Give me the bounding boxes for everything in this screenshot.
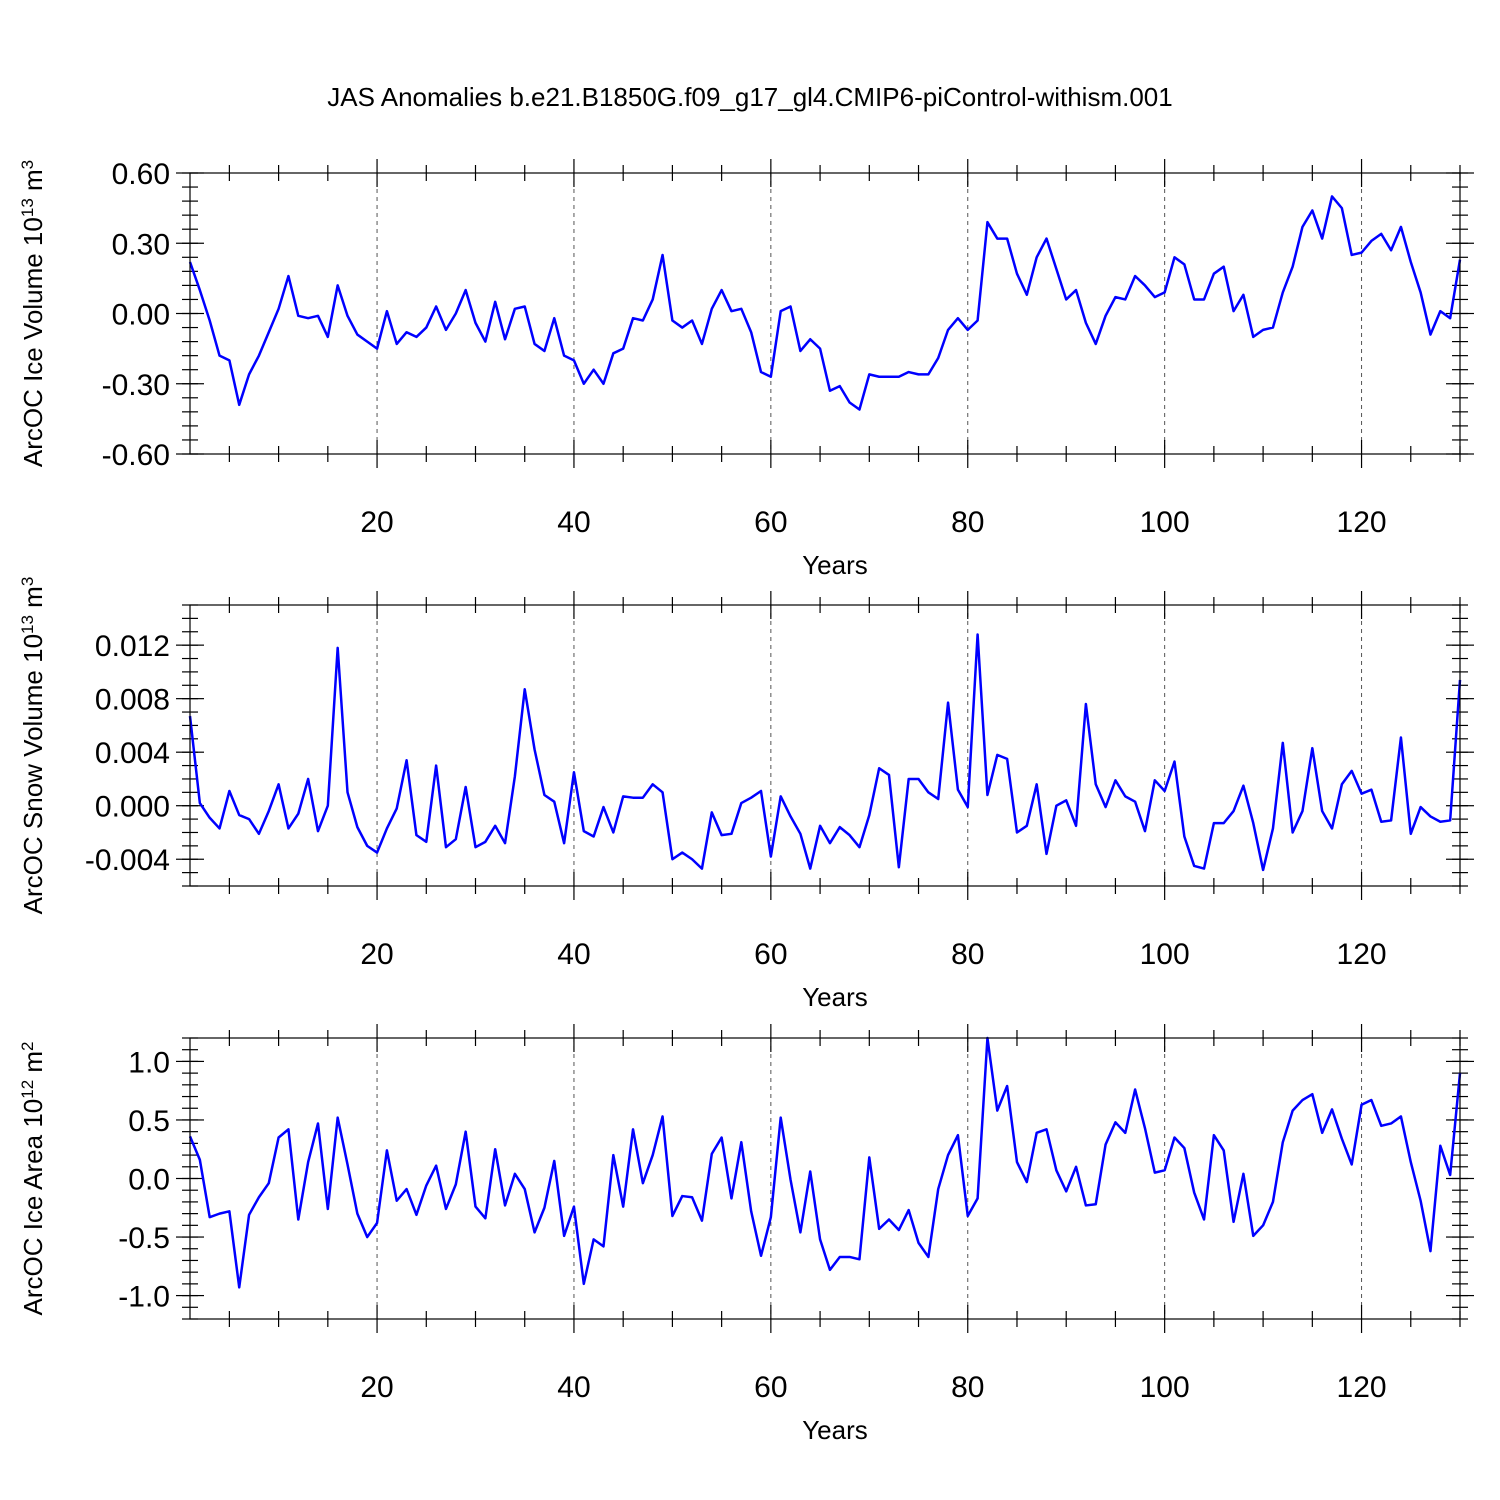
panel-1: -0.60 -0.30 0.00 0.30 0.60 20 40 60 80 100 120 Year… <box>18 158 1474 580</box>
y-tick-label: 0.0 <box>128 1164 170 1197</box>
y-tick-label: 0.008 <box>95 684 170 717</box>
y-axis-label-part: ArcOC Snow Volume 10 <box>18 634 48 914</box>
y-axis-label-part: ArcOC Ice Volume 10 <box>18 217 48 467</box>
y-tick-label: 0.00 <box>112 299 170 332</box>
y-tick-label: 0.012 <box>95 630 170 663</box>
y-tick-label: -0.60 <box>102 439 170 472</box>
x-axis-label: Years <box>802 1415 868 1445</box>
x-tick-label: 80 <box>951 938 984 971</box>
x-tick-label: 60 <box>754 938 787 971</box>
plot-frame <box>189 604 1461 887</box>
x-tick-label: 20 <box>360 506 393 539</box>
y-tick-label: 0.5 <box>128 1105 170 1138</box>
y-tick-label: -0.30 <box>102 369 170 402</box>
y-axis-label: ArcOC Ice Volume 1013 m3 <box>18 160 49 467</box>
series-line-1 <box>188 195 1462 411</box>
y-axis-label-superscript: 3 <box>18 160 37 169</box>
y-tick-label: 1.0 <box>128 1046 170 1079</box>
x-tick-label: 20 <box>360 938 393 971</box>
y-axis-label-superscript: 13 <box>18 615 37 634</box>
y-axis-label-superscript: 2 <box>18 1041 37 1050</box>
x-tick-label: 100 <box>1140 938 1190 971</box>
y-tick-label: 0.004 <box>95 737 170 770</box>
y-tick-label: -1.0 <box>118 1281 170 1314</box>
x-tick-label: 40 <box>557 1371 590 1404</box>
y-tick-label: 0.30 <box>112 228 170 261</box>
x-tick-label: 100 <box>1140 1371 1190 1404</box>
y-axis-label-superscript: 3 <box>18 577 37 586</box>
y-tick-label: 0.60 <box>112 158 170 191</box>
y-axis-label: ArcOC Ice Area 1012 m2 <box>18 1041 49 1315</box>
x-tick-label: 40 <box>557 938 590 971</box>
x-tick-label: 60 <box>754 506 787 539</box>
y-axis-label-part: m <box>18 1051 48 1080</box>
plot-frame <box>189 1037 1461 1320</box>
series-line-1 <box>188 1036 1462 1289</box>
series-line-1 <box>188 633 1462 872</box>
y-tick-label: -0.5 <box>118 1222 170 1255</box>
x-axis-label: Years <box>802 982 868 1012</box>
panel-3: -1.0 -0.5 0.0 0.5 1.0 20 40 60 80 100 120 Years ArcO… <box>18 1024 1474 1445</box>
x-tick-label: 120 <box>1337 1371 1387 1404</box>
x-tick-label: 80 <box>951 1371 984 1404</box>
x-tick-label: 20 <box>360 1371 393 1404</box>
x-tick-label: 120 <box>1337 938 1387 971</box>
panel-2: -0.004 0.000 0.004 0.008 0.012 20 40 60 80 100 120… <box>18 577 1474 1012</box>
x-tick-label: 40 <box>557 506 590 539</box>
plot-frame <box>189 172 1461 455</box>
y-axis-label: ArcOC Snow Volume 1013 m3 <box>18 577 49 915</box>
y-tick-label: 0.000 <box>95 791 170 824</box>
y-axis-label-part: m <box>18 169 48 198</box>
x-tick-label: 60 <box>754 1371 787 1404</box>
y-axis-label-part: m <box>18 586 48 615</box>
figure-title: JAS Anomalies b.e21.B1850G.f09_g17_gl4.C… <box>327 82 1172 112</box>
y-axis-label-superscript: 13 <box>18 198 37 217</box>
x-tick-label: 120 <box>1337 506 1387 539</box>
y-axis-label-part: ArcOC Ice Area 10 <box>18 1099 48 1316</box>
x-tick-label: 80 <box>951 506 984 539</box>
x-axis-label: Years <box>802 550 868 580</box>
x-tick-label: 100 <box>1140 506 1190 539</box>
y-axis-label-superscript: 12 <box>18 1080 37 1099</box>
y-tick-label: -0.004 <box>85 844 170 877</box>
